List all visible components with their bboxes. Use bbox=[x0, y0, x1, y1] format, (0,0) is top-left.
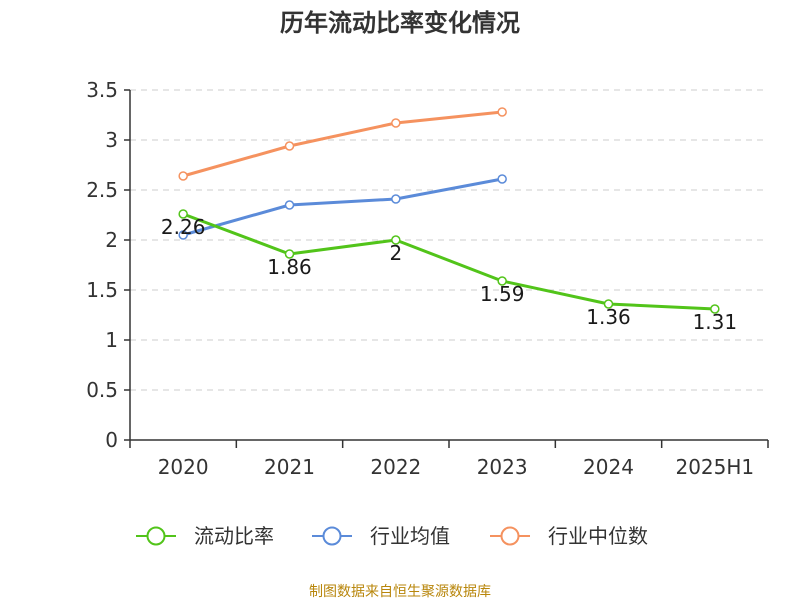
data-point bbox=[284, 200, 295, 210]
series-line-0 bbox=[182, 212, 715, 311]
data-point bbox=[497, 276, 507, 286]
data-point bbox=[284, 249, 295, 259]
series-line-1 bbox=[182, 177, 503, 237]
data-point bbox=[391, 235, 401, 245]
data-label: 2.26 bbox=[161, 215, 206, 239]
chart-title: 历年流动比率变化情况 bbox=[280, 9, 520, 37]
legend-item-2[interactable]: 行业中位数 bbox=[490, 524, 648, 548]
series-lines bbox=[178, 107, 720, 314]
grid-lines bbox=[130, 89, 768, 391]
data-labels: 2.26 1.86 2 1.59 1.36 1.31 bbox=[161, 215, 737, 334]
y-tick-label: 2 bbox=[105, 228, 118, 252]
x-tick-label: 2020 bbox=[158, 455, 209, 479]
legend-label: 行业中位数 bbox=[548, 524, 648, 548]
series-line-2 bbox=[182, 110, 503, 178]
data-label: 1.31 bbox=[693, 310, 738, 334]
y-tick-label: 3.5 bbox=[86, 78, 118, 102]
data-point bbox=[284, 141, 295, 151]
y-tick-label: 2.5 bbox=[86, 178, 118, 202]
data-point bbox=[178, 171, 188, 181]
x-tick-label: 2025H1 bbox=[675, 455, 754, 479]
y-tick-label: 1.5 bbox=[86, 278, 118, 302]
y-tick-label: 1 bbox=[105, 328, 118, 352]
legend-label: 流动比率 bbox=[194, 524, 274, 548]
legend-marker bbox=[146, 526, 166, 546]
legend-item-0[interactable]: 流动比率 bbox=[136, 524, 274, 548]
x-tick-label: 2023 bbox=[477, 455, 528, 479]
x-tick-label: 2021 bbox=[264, 455, 315, 479]
axes: 0 0.5 1 1.5 2 2.5 3 3.5 2020 2021 2022 2023 2024 2025… bbox=[86, 78, 769, 479]
data-point bbox=[497, 174, 507, 184]
data-point bbox=[391, 118, 401, 128]
y-tick-label: 0 bbox=[105, 428, 118, 452]
legend-item-1[interactable]: 行业均值 bbox=[312, 524, 450, 548]
data-label: 1.59 bbox=[480, 282, 525, 306]
y-tick-label: 0.5 bbox=[86, 378, 118, 402]
data-label: 2 bbox=[389, 241, 402, 265]
data-point bbox=[603, 299, 614, 309]
legend-marker bbox=[322, 526, 342, 546]
legend-label: 行业均值 bbox=[370, 524, 450, 548]
x-tick-label: 2022 bbox=[370, 455, 421, 479]
data-label: 1.86 bbox=[267, 255, 312, 279]
data-point bbox=[710, 304, 720, 314]
data-label: 1.36 bbox=[586, 305, 631, 329]
legend[interactable]: 流动比率 行业均值 行业中位数 bbox=[136, 524, 648, 548]
x-tick-label: 2024 bbox=[583, 455, 634, 479]
data-point bbox=[497, 107, 507, 117]
data-point bbox=[178, 230, 188, 240]
legend-marker bbox=[500, 526, 520, 546]
source-note: 制图数据来自恒生聚源数据库 bbox=[309, 584, 491, 600]
y-tick-label: 3 bbox=[105, 128, 118, 152]
data-point bbox=[178, 209, 188, 219]
data-point bbox=[391, 194, 401, 204]
